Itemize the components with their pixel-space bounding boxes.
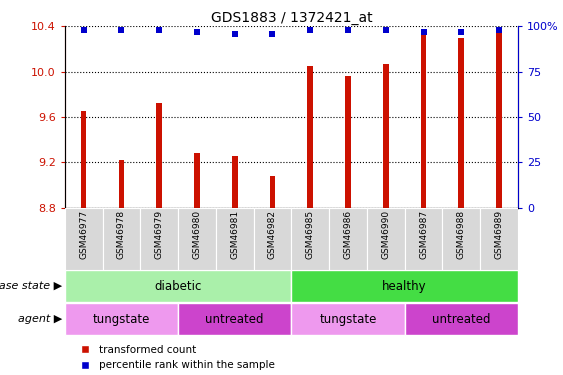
Bar [443, 208, 480, 270]
Text: untreated: untreated [205, 313, 264, 326]
Bar [329, 208, 367, 270]
Bar [253, 208, 292, 270]
Bar [81, 111, 87, 208]
Bar [405, 208, 443, 270]
Bar [383, 64, 388, 208]
Text: diabetic: diabetic [154, 280, 202, 292]
Bar [345, 76, 351, 208]
Bar [232, 156, 238, 208]
Text: tungstate: tungstate [319, 313, 377, 326]
Bar [292, 270, 518, 302]
Bar [458, 38, 464, 208]
Bar [194, 153, 200, 208]
Text: healthy: healthy [382, 280, 427, 292]
Text: agent ▶: agent ▶ [17, 314, 62, 324]
Text: GSM46985: GSM46985 [306, 210, 315, 259]
Bar [216, 208, 253, 270]
Bar [480, 208, 518, 270]
Text: GSM46977: GSM46977 [79, 210, 88, 259]
Text: GSM46978: GSM46978 [117, 210, 126, 259]
Text: disease state ▶: disease state ▶ [0, 281, 62, 291]
Point [117, 27, 126, 33]
Text: GSM46990: GSM46990 [381, 210, 390, 259]
Point [343, 27, 352, 33]
Point [457, 29, 466, 35]
Bar [367, 208, 405, 270]
Bar [292, 208, 329, 270]
Point [268, 30, 277, 36]
Point [79, 27, 88, 33]
Text: tungstate: tungstate [93, 313, 150, 326]
Bar [102, 208, 140, 270]
Text: GSM46989: GSM46989 [494, 210, 503, 259]
Bar [157, 104, 162, 208]
Text: GSM46987: GSM46987 [419, 210, 428, 259]
Text: GSM46979: GSM46979 [155, 210, 164, 259]
Point [193, 29, 202, 35]
Point [230, 30, 239, 36]
Legend: transformed count, percentile rank within the sample: transformed count, percentile rank withi… [70, 341, 279, 374]
Bar [178, 303, 292, 335]
Point [381, 27, 390, 33]
Point [155, 27, 164, 33]
Text: untreated: untreated [432, 313, 490, 326]
Bar [292, 303, 405, 335]
Bar [65, 208, 102, 270]
Point [306, 27, 315, 33]
Bar [140, 208, 178, 270]
Bar [421, 35, 426, 208]
Bar [119, 160, 124, 208]
Bar [307, 66, 313, 208]
Point [419, 29, 428, 35]
Bar [496, 28, 502, 208]
Title: GDS1883 / 1372421_at: GDS1883 / 1372421_at [211, 11, 372, 25]
Bar [65, 270, 292, 302]
Text: GSM46982: GSM46982 [268, 210, 277, 259]
Point [494, 27, 503, 33]
Bar [65, 303, 178, 335]
Text: GSM46981: GSM46981 [230, 210, 239, 259]
Bar [270, 176, 275, 208]
Text: GSM46986: GSM46986 [343, 210, 352, 259]
Text: GSM46988: GSM46988 [457, 210, 466, 259]
Bar [405, 303, 518, 335]
Text: GSM46980: GSM46980 [193, 210, 202, 259]
Bar [178, 208, 216, 270]
